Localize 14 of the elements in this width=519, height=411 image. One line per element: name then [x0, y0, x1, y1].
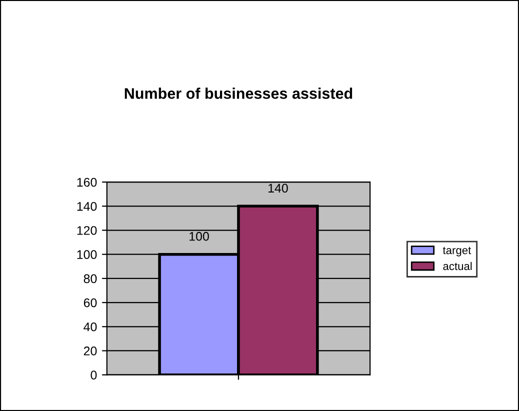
data-label: 140	[268, 184, 288, 193]
y-tick-label: 160	[77, 178, 97, 187]
y-tick-label: 20	[84, 346, 97, 356]
y-tick-label: 80	[84, 274, 97, 284]
y-tick-label: 120	[77, 226, 97, 235]
y-tick-label: 60	[84, 298, 97, 308]
y-tick-label: 0	[90, 370, 97, 380]
data-label: 100	[190, 232, 209, 241]
y-tick-label: 40	[84, 322, 97, 332]
y-tick-label: 100	[77, 250, 97, 260]
legend-label: actual	[443, 262, 472, 270]
legend-label: target	[442, 246, 472, 256]
chart-title: Number of businesses assisted	[124, 88, 352, 99]
y-tick-label: 140	[77, 202, 97, 211]
